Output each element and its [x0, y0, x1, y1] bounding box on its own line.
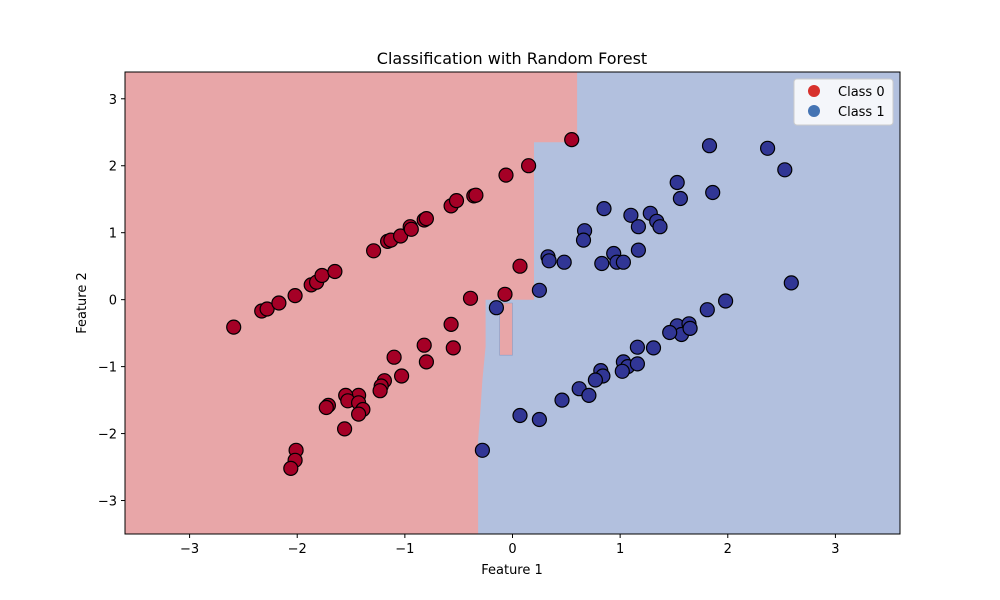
class-0-point: [366, 243, 382, 259]
class-0-point: [498, 167, 514, 183]
class-0-point: [337, 421, 353, 437]
class-1-point: [652, 219, 668, 235]
class-1-point: [701, 138, 718, 154]
y-tick-label: 0: [109, 294, 117, 309]
class-0-point: [283, 460, 299, 476]
class-1-point: [474, 442, 490, 458]
y-tick-label: −3: [98, 495, 117, 510]
y-tick-label: −2: [98, 428, 117, 443]
class-0-point: [372, 383, 388, 399]
class-1-point: [554, 392, 570, 408]
class-1-point: [488, 300, 504, 316]
class-0-point: [564, 132, 580, 148]
class-0-point: [327, 263, 343, 280]
class-0-point: [445, 340, 461, 356]
class-1-point: [705, 184, 721, 201]
data-markers: [226, 132, 799, 476]
class-0-point: [287, 288, 303, 304]
class-0-point: [462, 290, 479, 306]
y-tick-label: 1: [109, 227, 117, 242]
legend-label-class-1: Class 1: [838, 105, 885, 120]
class-1-point: [531, 282, 548, 298]
class-0-point: [314, 267, 330, 284]
class-1-point: [669, 174, 685, 191]
class-1-point: [717, 293, 734, 309]
class-1-point: [645, 340, 662, 356]
class-0-point: [448, 193, 465, 209]
class-0-region: [125, 72, 578, 534]
x-tick-label: −3: [180, 542, 199, 557]
decision-regions: [125, 72, 900, 534]
legend-marker-class-0: [808, 85, 820, 97]
class-1-point: [615, 254, 632, 270]
class-0-point: [318, 399, 334, 416]
class-1-point: [531, 411, 548, 428]
class-0-point: [468, 187, 484, 203]
x-tick-label: 3: [831, 542, 839, 557]
legend: Class 0 Class 1: [793, 78, 894, 126]
class-0-point: [386, 349, 402, 365]
plot-area: [124, 71, 901, 535]
class-1-point: [575, 232, 592, 248]
class-1-point: [629, 356, 646, 372]
class-1-point: [629, 339, 646, 355]
class-0-point: [416, 337, 432, 353]
x-axis: −3 −2 −1 0 1 2 3: [180, 534, 840, 557]
class-1-point: [587, 372, 604, 388]
class-0-point: [512, 258, 528, 274]
x-tick-label: −1: [395, 542, 414, 557]
class-1-point: [672, 190, 689, 207]
legend-label-class-0: Class 0: [838, 85, 885, 100]
class-0-point: [226, 319, 242, 335]
class-0-point: [443, 316, 459, 332]
class-1-point: [699, 302, 715, 318]
class-1-point: [777, 162, 793, 178]
x-axis-label: Feature 1: [481, 563, 543, 578]
class-1-point: [759, 140, 776, 156]
class-1-point: [662, 324, 678, 341]
class-0-point: [403, 221, 419, 237]
class-1-point: [630, 242, 647, 258]
x-tick-label: 1: [616, 542, 624, 557]
chart-title: Classification with Random Forest: [377, 49, 647, 68]
class-1-point: [541, 253, 557, 269]
x-tick-label: 2: [724, 542, 732, 557]
x-tick-label: −2: [288, 542, 307, 557]
class-0-point: [259, 301, 275, 317]
class-0-point: [351, 406, 367, 422]
y-axis: −3 −2 −1 0 1 2 3: [98, 93, 125, 510]
class-0-point: [520, 158, 537, 174]
y-axis-label: Feature 2: [75, 272, 90, 334]
class-0-point: [418, 211, 434, 227]
class-0-region-pocket: [499, 302, 513, 356]
class-1-point: [556, 254, 572, 270]
class-1-point: [614, 363, 630, 379]
class-1-point: [581, 387, 597, 403]
class-1-point: [783, 275, 799, 291]
class-0-point: [418, 354, 434, 370]
class-1-point: [512, 407, 528, 424]
x-tick-label: 0: [508, 542, 516, 557]
class-1-point: [623, 207, 639, 223]
class-1-point: [596, 201, 612, 217]
class-1-point: [594, 255, 610, 272]
class-0-point: [394, 368, 410, 384]
class-0-point: [393, 228, 409, 244]
legend-marker-class-1: [808, 105, 820, 117]
class-0-point: [497, 286, 513, 302]
class-1-point: [630, 219, 647, 235]
y-tick-label: 2: [109, 160, 117, 175]
y-tick-label: 3: [109, 93, 117, 108]
y-tick-label: −1: [98, 361, 117, 376]
class-1-point: [682, 320, 698, 336]
class-0-point: [271, 295, 287, 311]
